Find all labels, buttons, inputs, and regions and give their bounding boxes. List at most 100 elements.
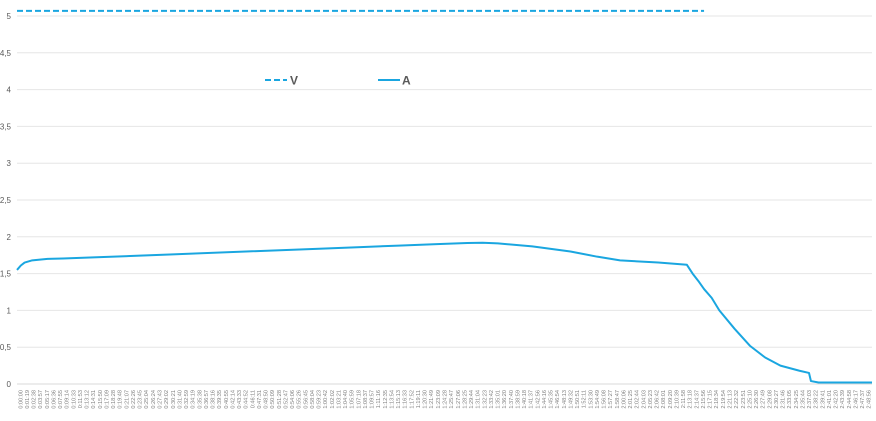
x-tick-label: 0:43:33	[237, 390, 243, 409]
x-tick-label: 1:02:02	[330, 390, 336, 409]
x-tick-label: 1:57:27	[608, 390, 614, 409]
x-tick-label: 2:13:18	[688, 390, 694, 409]
x-tick-label: 0:40:55	[224, 390, 230, 409]
x-tick-label: 0:34:19	[191, 390, 197, 409]
x-tick-label: 2:26:30	[754, 390, 760, 409]
x-tick-label: 1:53:30	[588, 390, 594, 409]
x-tick-label: 2:41:01	[827, 390, 833, 409]
x-tick-label: 1:09:57	[370, 390, 376, 409]
gridlines	[17, 15, 872, 385]
x-tick-label: 2:34:25	[794, 390, 800, 409]
x-tick-label: 1:20:30	[423, 390, 429, 409]
x-tick-label: 2:22:32	[734, 390, 740, 409]
x-tick-label: 2:04:03	[641, 390, 647, 409]
x-tick-label: 2:17:15	[708, 390, 714, 409]
x-tick-label: 2:35:44	[800, 390, 806, 409]
x-tick-label: 0:55:26	[297, 390, 303, 409]
x-tick-label: 0:58:04	[310, 390, 316, 409]
x-tick-label: 0:03:57	[38, 390, 44, 409]
x-tick-label: 2:09:20	[668, 390, 674, 409]
x-tick-label: 2:31:46	[781, 390, 787, 409]
x-tick-label: 1:11:16	[376, 390, 382, 408]
x-tick-label: 1:00:42	[323, 390, 329, 409]
x-tick-label: 0:01:19	[25, 390, 31, 409]
x-tick-label: 1:08:37	[363, 390, 369, 409]
x-tick-label: 0:22:26	[131, 390, 137, 409]
x-tick-label: 1:37:40	[509, 390, 515, 409]
x-tick-label: 1:17:52	[409, 390, 415, 409]
x-tick-label: 0:27:43	[158, 390, 164, 409]
x-tick-label: 1:19:11	[416, 390, 422, 408]
x-tick-label: 0:48:50	[264, 390, 270, 409]
x-tick-label: 0:39:35	[217, 390, 223, 409]
x-tick-label: 0:02:38	[32, 390, 38, 409]
x-tick-label: 1:13:54	[389, 390, 395, 409]
x-tick-label: 0:06:36	[51, 390, 57, 409]
x-tick-label: 0:05:17	[45, 390, 51, 409]
x-tick-label: 1:50:51	[575, 390, 581, 409]
x-tick-label: 2:05:23	[648, 390, 654, 409]
x-tick-label: 2:46:17	[853, 390, 859, 409]
x-tick-label: 2:21:13	[728, 390, 734, 409]
x-tick-label: 2:29:08	[767, 390, 773, 409]
x-tick-label: 0:15:50	[98, 390, 104, 409]
x-tick-label: 0:52:47	[283, 390, 289, 409]
x-tick-label: 2:38:22	[814, 390, 820, 409]
x-tick-label: 1:48:13	[562, 390, 568, 409]
x-tick-label: 1:35:01	[496, 390, 502, 409]
y-tick-label: 3	[7, 159, 12, 168]
x-tick-label: 1:23:09	[436, 390, 442, 409]
x-tick-label: 1:32:23	[482, 390, 488, 409]
x-tick-label: 2:00:06	[621, 390, 627, 409]
x-tick-label: 1:33:42	[489, 390, 495, 409]
x-tick-label: 1:56:08	[602, 390, 608, 409]
x-tick-label: 1:15:13	[396, 390, 402, 409]
x-tick-label: 1:12:35	[383, 390, 389, 409]
x-tick-label: 2:42:20	[834, 390, 840, 409]
x-tick-label: 1:31:04	[476, 390, 482, 409]
y-tick-label: 1	[7, 306, 12, 315]
x-tick-label: 0:54:06	[290, 390, 296, 409]
x-tick-label: 0:19:48	[118, 390, 124, 409]
x-tick-label: 0:47:31	[257, 390, 263, 409]
x-tick-label: 0:36:57	[204, 390, 210, 409]
x-tick-label: 2:48:56	[867, 390, 873, 409]
x-tick-label: 1:54:49	[595, 390, 601, 409]
x-tick-label: 1:44:16	[542, 390, 548, 409]
x-tick-label: 2:27:49	[761, 390, 767, 409]
x-tick-label: 0:07:55	[58, 390, 64, 409]
x-tick-label: 1:03:21	[336, 390, 342, 409]
x-tick-label: 2:43:39	[840, 390, 846, 409]
x-tick-label: 0:18:28	[111, 390, 117, 409]
y-tick-label: 0	[7, 380, 12, 389]
x-tick-label: 0:09:14	[65, 390, 71, 409]
x-tick-label: 0:30:21	[171, 390, 177, 409]
x-tick-label: 1:21:49	[429, 390, 435, 409]
legend-label-a: A	[402, 74, 411, 88]
x-tick-label: 2:33:05	[787, 390, 793, 409]
x-tick-label: 2:02:44	[635, 390, 641, 409]
x-tick-label: 2:18:34	[714, 390, 720, 409]
x-tick-label: 1:40:18	[522, 390, 528, 409]
x-tick-label: 0:31:40	[177, 390, 183, 409]
x-tick-label: 2:01:25	[628, 390, 634, 409]
x-tick-label: 1:27:06	[456, 390, 462, 409]
x-tick-label: 2:14:37	[694, 390, 700, 409]
x-tick-label: 0:59:23	[317, 390, 323, 409]
x-tick-label: 2:23:51	[741, 390, 747, 409]
x-tick-label: 0:26:24	[151, 390, 157, 409]
x-tick-label: 2:47:37	[860, 390, 866, 409]
x-tick-label: 1:24:28	[443, 390, 449, 409]
x-tick-label: 0:23:45	[138, 390, 144, 409]
x-tick-label: 1:42:56	[535, 390, 541, 409]
x-tick-label: 0:46:11	[250, 390, 256, 408]
x-tick-label: 1:07:18	[356, 390, 362, 409]
x-tick-label: 1:16:33	[403, 390, 409, 409]
x-tick-label: 1:36:20	[502, 390, 508, 409]
x-tick-label: 2:19:54	[721, 390, 727, 409]
y-tick-label: 4	[7, 86, 12, 95]
x-tick-label: 1:58:47	[615, 390, 621, 409]
x-tick-label: 2:06:42	[655, 390, 661, 409]
